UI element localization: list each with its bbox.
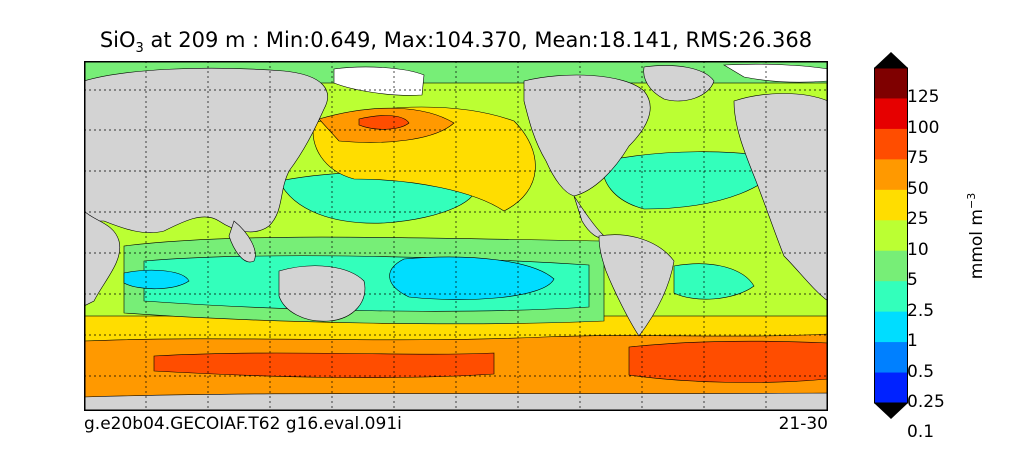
colorbar-tick-label: 2.5 (907, 300, 935, 321)
colorbar-tick-label: 5 (907, 270, 918, 291)
colorbar-tick-label: 0.25 (907, 392, 945, 412)
colorbar-segment (874, 159, 908, 191)
colorbar-segment (874, 281, 908, 313)
colorbar-tick-label: 125 (907, 87, 940, 108)
arctic-ice-east (722, 63, 828, 83)
southern-ocean-red (153, 352, 495, 379)
colorbar-extend-max (874, 52, 908, 68)
map-title: SiO3 at 209 m : Min:0.649, Max:104.370, … (99, 28, 813, 57)
north-pacific-red (358, 115, 410, 130)
colorbar-segment (874, 189, 908, 221)
pacific-blue-pool (389, 256, 555, 300)
case-name: g.e20b04.GECOIAF.T62 g16.eval.091i (84, 414, 402, 434)
colorbar-segment (874, 311, 908, 343)
europe-africa-east (733, 93, 828, 302)
eurasia-land (84, 67, 328, 233)
colorbar-segment (874, 372, 908, 404)
colorbar-tick-label: 0.5 (907, 361, 935, 382)
colorbar-extend-min (874, 403, 908, 419)
colorbar (874, 52, 908, 419)
north-america-land (523, 74, 651, 197)
arctic-ice (333, 66, 425, 96)
year-range: 21-30 (778, 414, 828, 434)
colorbar-tick-label: 25 (907, 209, 929, 230)
australia-land (278, 265, 366, 322)
greenland-land (643, 65, 715, 102)
colorbar-segment (874, 98, 908, 130)
colorbar-segment (874, 128, 908, 160)
colorbar-segment (874, 68, 908, 99)
colorbar-tick-label: 75 (907, 148, 929, 169)
colorbar-segment (874, 250, 908, 282)
south-atlantic-cyan (673, 263, 755, 300)
ocean-map (84, 61, 828, 411)
colorbar-tick-label: 10 (907, 239, 929, 260)
south-america-land (598, 234, 675, 337)
africa-land (84, 210, 121, 307)
colorbar-tick-label: 50 (907, 178, 929, 199)
colorbar-segment (874, 220, 908, 252)
south-atlantic-red (628, 340, 828, 383)
map-frame (84, 61, 828, 411)
colorbar-segment (874, 342, 908, 374)
colorbar-tick-label: 0.1 (907, 422, 935, 443)
units-label: mmol m−3 (965, 192, 987, 280)
colorbar-tick-label: 1 (907, 331, 918, 352)
southeast-asia-land (228, 220, 256, 263)
indian-blue-pool (123, 269, 190, 290)
colorbar-tick-label: 100 (907, 117, 940, 138)
